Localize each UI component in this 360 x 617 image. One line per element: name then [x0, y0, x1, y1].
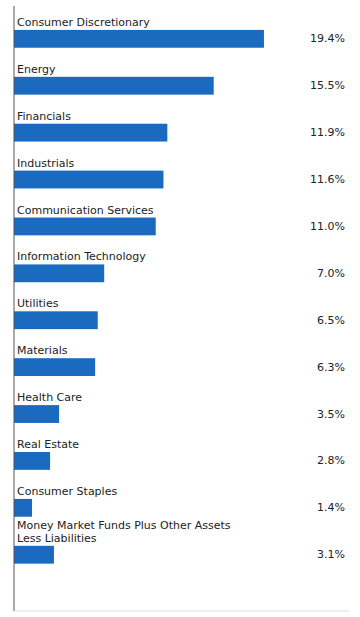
value-label: 6.3%	[317, 361, 345, 374]
value-label: 19.4%	[310, 32, 345, 45]
value-label: 11.0%	[310, 220, 345, 233]
labels: Consumer Discretionary 19.4% Energy 15.5% Fi…	[17, 16, 345, 561]
category-label: Energy	[17, 63, 56, 76]
category-label: Industrials	[17, 157, 75, 170]
bars	[14, 30, 264, 564]
category-label: Consumer Staples	[17, 485, 117, 498]
bar	[14, 218, 156, 236]
value-label: 11.9%	[310, 126, 345, 139]
bar	[14, 171, 163, 189]
bar	[14, 452, 50, 470]
value-label: 15.5%	[310, 79, 345, 92]
bar	[14, 546, 54, 564]
category-label: Money Market Funds Plus Other AssetsLess…	[17, 519, 231, 545]
value-label: 7.0%	[317, 267, 345, 280]
range-line	[14, 611, 349, 612]
bar	[14, 30, 264, 48]
category-label: Consumer Discretionary	[17, 16, 150, 29]
bar	[14, 124, 167, 142]
bar	[14, 499, 32, 517]
category-label: Information Technology	[17, 250, 146, 263]
bar	[14, 405, 59, 423]
bar	[14, 358, 95, 376]
category-label: Health Care	[17, 391, 82, 404]
bar	[14, 311, 98, 329]
bar	[14, 264, 104, 282]
axis-line	[14, 6, 15, 611]
value-label: 11.6%	[310, 173, 345, 186]
value-label: 3.5%	[317, 408, 345, 421]
bar	[14, 77, 214, 95]
value-label: 3.1%	[317, 548, 345, 561]
chart: Consumer Discretionary 19.4% Energy 15.5% Fi…	[0, 0, 360, 617]
value-label: 2.8%	[317, 454, 345, 467]
category-label: Real Estate	[17, 438, 79, 451]
category-label: Communication Services	[17, 204, 154, 217]
value-label: 6.5%	[317, 314, 345, 327]
chart-container: Consumer Discretionary 19.4% Energy 15.5% Fi…	[0, 0, 360, 617]
category-label: Utilities	[17, 297, 59, 310]
value-label: 1.4%	[317, 501, 345, 514]
category-label: Materials	[17, 344, 68, 357]
category-label: Financials	[17, 110, 71, 123]
